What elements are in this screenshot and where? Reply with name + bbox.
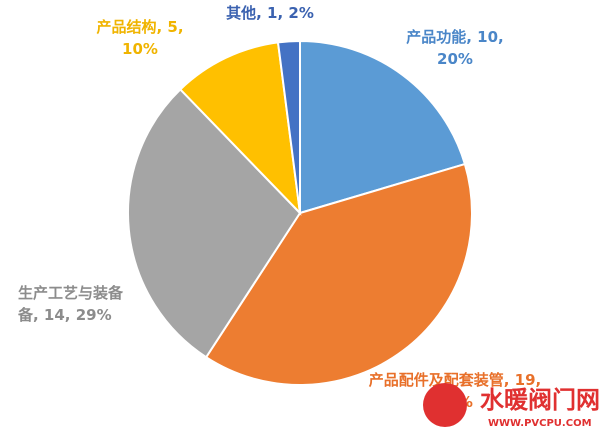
slice-label-line: 产品结构, 5, xyxy=(96,18,183,36)
slice-label-line: 生产工艺与装备 xyxy=(18,284,124,302)
slice-label: 产品功能, 10, 20% xyxy=(406,28,504,68)
slice-label-line: 其他, 1, 2% xyxy=(226,4,314,22)
watermark-title: 水暖阀门网 xyxy=(480,386,600,414)
slice-label-line: 20% xyxy=(437,50,473,68)
slice-label: 产品结构, 5, 10% xyxy=(96,18,183,58)
watermark-url: WWW.PVCPU.COM xyxy=(488,418,592,429)
slice-label: 生产工艺与装备备, 14, 29% xyxy=(17,284,124,324)
watermark: 水暖阀门网 WWW.PVCPU.COM xyxy=(423,383,600,429)
slice-label-line: 产品配件及配套装管, 19, xyxy=(369,371,542,389)
slice-label-line: 备, 14, 29% xyxy=(17,306,112,324)
pie xyxy=(127,39,473,386)
pie-slice xyxy=(276,39,301,214)
slice-label-line: 产品功能, 10, xyxy=(406,28,504,46)
pie-slice xyxy=(127,88,302,359)
pie-slice xyxy=(204,162,473,386)
slice-label: 其他, 1, 2% xyxy=(226,4,314,22)
pie-slice xyxy=(299,39,467,215)
slice-label-line: 10% xyxy=(122,40,158,58)
watermark-logo xyxy=(423,383,467,427)
pie-slice xyxy=(178,41,302,216)
